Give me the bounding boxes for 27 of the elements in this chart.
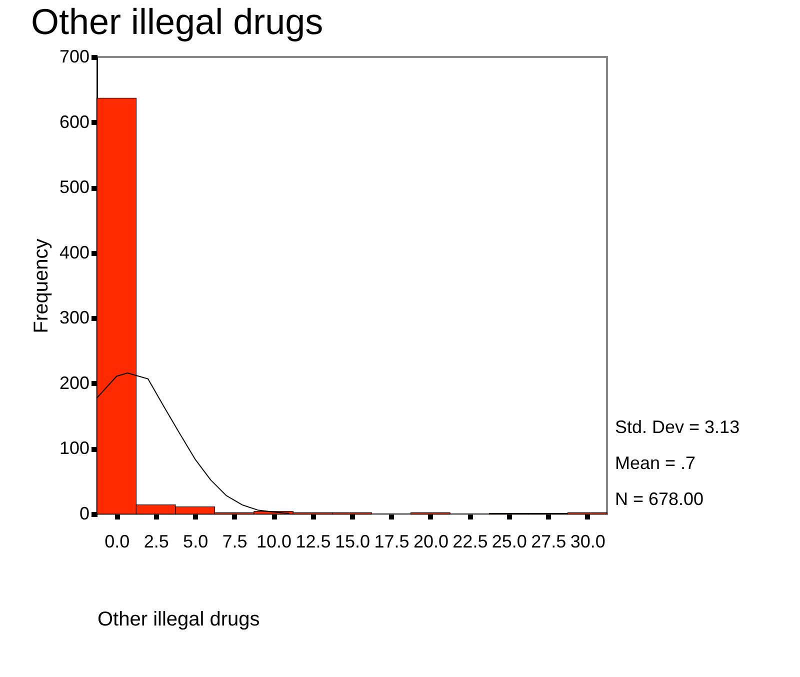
x-tick-label: 27.5 (531, 532, 566, 552)
text: N = 678.00 (615, 489, 704, 509)
y-tick-label: 400 (59, 242, 90, 262)
x-tick-label: 25.0 (492, 532, 527, 552)
x-tick-label: 15.0 (334, 532, 370, 552)
y-tick-label: 0 (79, 504, 90, 524)
text: Std. Dev = 3.13 (615, 417, 740, 437)
y-tick-label: 500 (59, 177, 90, 198)
y-tick-label: 600 (59, 112, 90, 132)
x-axis-title: Other illegal drugs (98, 608, 260, 630)
x-tick-label: 20.0 (413, 532, 448, 552)
x-tick-label: 22.5 (452, 532, 488, 552)
y-tick-label: 200 (59, 372, 90, 393)
x-tick-label: 5.0 (183, 532, 208, 552)
y-tick-label: 100 (59, 438, 90, 458)
y-axis-title: Frequency (30, 238, 52, 334)
x-tick-label: 10.0 (256, 532, 292, 552)
text: Mean = .7 (615, 453, 696, 473)
y-tick-label: 700 (59, 46, 90, 66)
x-tick-label: 0.0 (104, 532, 130, 552)
y-tick-label: 300 (59, 308, 90, 328)
chart-title: Other illegal drugs (30, 1, 324, 42)
x-tick-label: 7.5 (222, 532, 248, 552)
x-tick-label: 12.5 (296, 532, 331, 552)
x-tick-label: 2.5 (144, 532, 169, 552)
x-tick-label: 30.0 (570, 532, 606, 552)
x-tick-label: 17.5 (374, 532, 410, 552)
